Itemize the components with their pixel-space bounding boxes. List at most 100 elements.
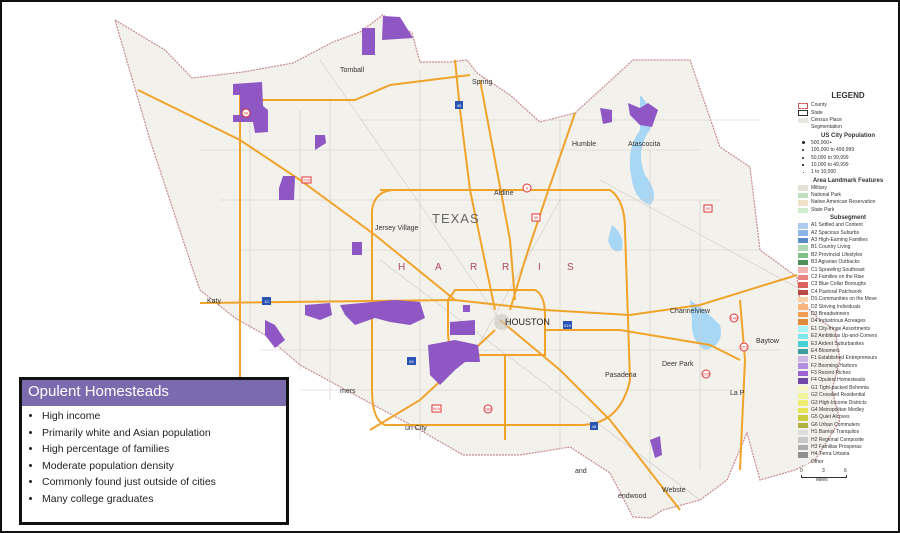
sh-146 — [739, 299, 747, 471]
city-dot-icon — [798, 156, 808, 161]
legend-item-city-pop: 1 to 10,000 — [798, 169, 898, 176]
legend-swatch — [798, 437, 808, 443]
svg-text:45: 45 — [457, 103, 462, 108]
legend-item-subsegments: D2 Striving Individuals — [798, 303, 898, 310]
legend-item-subsegments: G4 Metropolitan Medley — [798, 407, 898, 414]
legend-item-landmarks: National Park — [798, 192, 898, 199]
legend-item-segmentation: Segmentation — [811, 124, 842, 131]
legend-item-subsegments: C4 Pastoral Patchwork — [798, 289, 898, 296]
infobox-title: Opulent Homesteads — [22, 380, 286, 406]
label-deer-park: Deer Park — [662, 361, 694, 368]
hardy-toll — [479, 79, 516, 301]
shield-90: 90 — [703, 204, 713, 213]
legend-swatch — [798, 252, 808, 259]
legend-item-subsegments: F1 Established Entrepreneurs — [798, 355, 898, 362]
svg-text:69: 69 — [409, 359, 414, 364]
legend-section-landmarks: Area Landmark Features — [812, 177, 884, 184]
city-dot-icon — [798, 170, 808, 175]
legend-item-city-pop: 500,000+ — [798, 140, 898, 147]
county-letter: S — [567, 262, 574, 273]
legend-swatch — [798, 341, 808, 347]
legend-swatch — [798, 452, 808, 458]
sh-225 — [545, 329, 741, 361]
legend-swatch — [798, 385, 808, 392]
svg-text:610: 610 — [564, 323, 571, 328]
legend-item-subsegments: C2 Families on the Rise — [798, 274, 898, 281]
legend-swatch — [798, 304, 808, 310]
shield-90a: 90A — [431, 404, 442, 413]
label-spring: Spring — [472, 79, 492, 86]
legend-item-landmarks: Military — [798, 185, 898, 192]
label-texas: TEXAS — [432, 211, 480, 226]
legend-swatch — [798, 223, 808, 229]
legend-swatch — [798, 356, 808, 362]
label-channelview: Channelview — [670, 308, 711, 315]
legend-item-subsegments: G5 Quiet Alcoves — [798, 414, 898, 421]
label-katy: Katy — [207, 298, 222, 305]
label-houston: HOUSTON — [505, 317, 550, 327]
label-aldine: Aldine — [494, 190, 514, 197]
label-pasadena: Pasadena — [605, 372, 637, 379]
legend-swatch — [798, 444, 808, 451]
i-45-south — [499, 319, 681, 511]
legend-item-landmarks: State Park — [798, 207, 898, 214]
i-10 — [199, 274, 798, 317]
svg-text:146: 146 — [731, 316, 738, 321]
legend-item-subsegments: Other — [798, 459, 898, 466]
legend-swatch — [798, 333, 808, 340]
shield-i610: 610 — [563, 321, 572, 329]
shield-288: 288 — [483, 404, 493, 414]
county-letter: R — [470, 262, 477, 273]
i-45-north — [454, 59, 496, 311]
label-baytown: Baytow — [756, 338, 780, 345]
legend-swatch — [798, 326, 808, 332]
county-letter: R — [502, 262, 509, 273]
legend-swatch — [798, 289, 808, 296]
houston-downtown — [494, 314, 510, 330]
svg-text:290: 290 — [303, 178, 310, 183]
legend-swatch — [798, 319, 808, 325]
legend-item-subsegments: C1 Sprawling Southeast — [798, 266, 898, 273]
label-humble: Humble — [572, 141, 596, 148]
label-tomball: Tomball — [340, 67, 365, 74]
label-la-porte: La P — [730, 390, 745, 397]
svg-text:288: 288 — [485, 407, 492, 412]
legend-swatch — [798, 363, 808, 369]
label-cinco-ranch: mers — [340, 388, 356, 395]
legend-item-subsegments: D1 Communities on the Move — [798, 296, 898, 303]
city-dot-icon — [798, 163, 808, 168]
legend-item-subsegments: G6 Urban Commuters — [798, 422, 898, 429]
legend-section-subsegment: Subsegment — [829, 215, 866, 222]
legend-item-subsegments: A1 Settled and Content — [798, 222, 898, 229]
legend-swatch — [798, 245, 808, 251]
infobox-bullet: Commonly found just outside of cities — [42, 474, 286, 491]
legend-swatch — [798, 192, 808, 199]
legend-swatch — [798, 207, 808, 214]
svg-text:45: 45 — [592, 424, 597, 429]
highways — [137, 59, 798, 511]
svg-text:10: 10 — [264, 299, 269, 304]
shield-i45-south: 45 — [590, 422, 598, 430]
shield-290: 290 — [301, 176, 312, 184]
legend-swatch — [798, 422, 808, 429]
legend-swatch — [798, 274, 808, 281]
shield-201: 201 — [739, 342, 749, 352]
legend-swatch — [798, 378, 808, 384]
legend-swatch — [798, 296, 808, 303]
legend-swatch — [798, 230, 808, 236]
grand-parkway — [239, 74, 471, 390]
legend-item-subsegments: B1 Country Living — [798, 244, 898, 251]
infobox-bullet: High percentage of families — [42, 441, 286, 458]
county-letter: A — [435, 262, 442, 273]
highway-shields: 99 290 8 59 90 146 610 69 10 45 225 288 … — [241, 101, 749, 430]
legend-swatch — [798, 415, 808, 421]
legend-item-subsegments: G1 Tight-packed Bohemia — [798, 385, 898, 392]
infobox-bullet: Primarily white and Asian population — [42, 425, 286, 442]
legend-swatch — [798, 370, 808, 377]
shield-8: 8 — [522, 183, 532, 193]
label-jersey-village: Jersey Village — [375, 225, 419, 232]
legend-item-county: County — [798, 102, 898, 109]
infobox-bullets: High incomePrimarily white and Asian pop… — [22, 408, 286, 507]
